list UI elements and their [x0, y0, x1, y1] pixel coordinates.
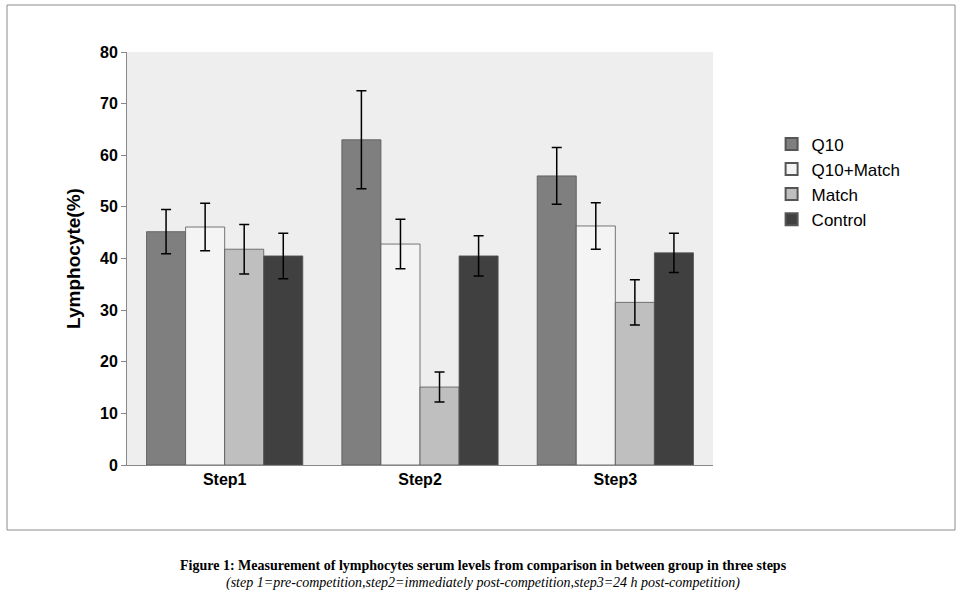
svg-text:70: 70 [100, 95, 118, 112]
svg-text:30: 30 [100, 302, 118, 319]
svg-text:(step 1=pre-competition,step2=: (step 1=pre-competition,step2=immediatel… [226, 575, 740, 591]
svg-text:0: 0 [109, 457, 118, 474]
svg-text:Q10+Match: Q10+Match [812, 161, 900, 180]
svg-text:Figure 1: Measurement of lymph: Figure 1: Measurement of lymphocytes ser… [180, 558, 787, 573]
svg-text:50: 50 [100, 198, 118, 215]
svg-text:Match: Match [812, 186, 858, 205]
svg-text:Control: Control [812, 211, 867, 230]
svg-text:Step1: Step1 [203, 471, 247, 488]
svg-text:Lymphocyte(%): Lymphocyte(%) [63, 188, 84, 329]
svg-text:40: 40 [100, 250, 118, 267]
svg-text:60: 60 [100, 147, 118, 164]
svg-text:Step3: Step3 [594, 471, 638, 488]
svg-text:Step2: Step2 [398, 471, 442, 488]
svg-text:10: 10 [100, 405, 118, 422]
svg-text:Q10: Q10 [812, 136, 844, 155]
svg-text:80: 80 [100, 44, 118, 61]
svg-text:20: 20 [100, 353, 118, 370]
